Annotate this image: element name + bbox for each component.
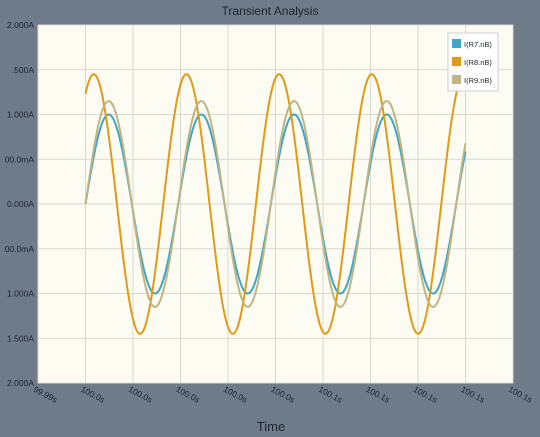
legend-swatch <box>452 75 461 84</box>
y-tick-label: 2.000A <box>7 378 34 388</box>
legend-swatch <box>452 57 461 66</box>
series-group <box>84 73 467 335</box>
x-tick-label: 100.0s <box>222 384 249 405</box>
x-tick-label: 100.1s <box>459 384 486 405</box>
x-tick-label: 100.0s <box>269 384 296 405</box>
legend-swatch <box>452 39 461 48</box>
chart-title: Transient Analysis <box>221 4 319 18</box>
y-tick-label: 1.500A <box>7 333 34 343</box>
y-tick-label: .500A <box>12 65 35 75</box>
x-tick-label: 100.1s <box>507 384 534 405</box>
x-tick-label: 100.1s <box>317 384 344 405</box>
x-axis-label: Time <box>257 419 285 434</box>
x-tick-labels: 99.99s 100.0s 100.0s 100.0s 100.0s 100.0s 100.… <box>32 384 534 405</box>
y-tick-label: 1.000A <box>7 289 34 299</box>
y-tick-label: 1.000A <box>7 110 34 120</box>
y-tick-label: 0.000A <box>7 199 34 209</box>
legend-label: I(R9.nB) <box>464 76 492 85</box>
legend-label: I(R8.nB) <box>464 58 492 67</box>
y-tick-labels: 2.000A .500A 1.000A 00.0mA 0.000A 00.0mA 1.000… <box>5 20 35 388</box>
legend: I(R7.nB) I(R8.nB) I(R9.nB) <box>447 32 499 92</box>
series-line <box>84 73 466 335</box>
x-tick-label: 100.1s <box>364 384 391 405</box>
x-tick-label: 100.0s <box>174 384 201 405</box>
y-tick-label: 00.0mA <box>5 154 35 164</box>
y-tick-label: 2.000A <box>7 20 34 30</box>
x-tick-label: 100.1s <box>412 384 439 405</box>
x-tick-label: 100.0s <box>79 384 106 405</box>
x-tick-label: 99.99s <box>32 384 59 405</box>
series-line <box>84 100 467 308</box>
x-tick-label: 100.0s <box>127 384 154 405</box>
y-tick-label: 00.0mA <box>5 244 35 254</box>
legend-label: I(R7.nB) <box>464 40 492 49</box>
